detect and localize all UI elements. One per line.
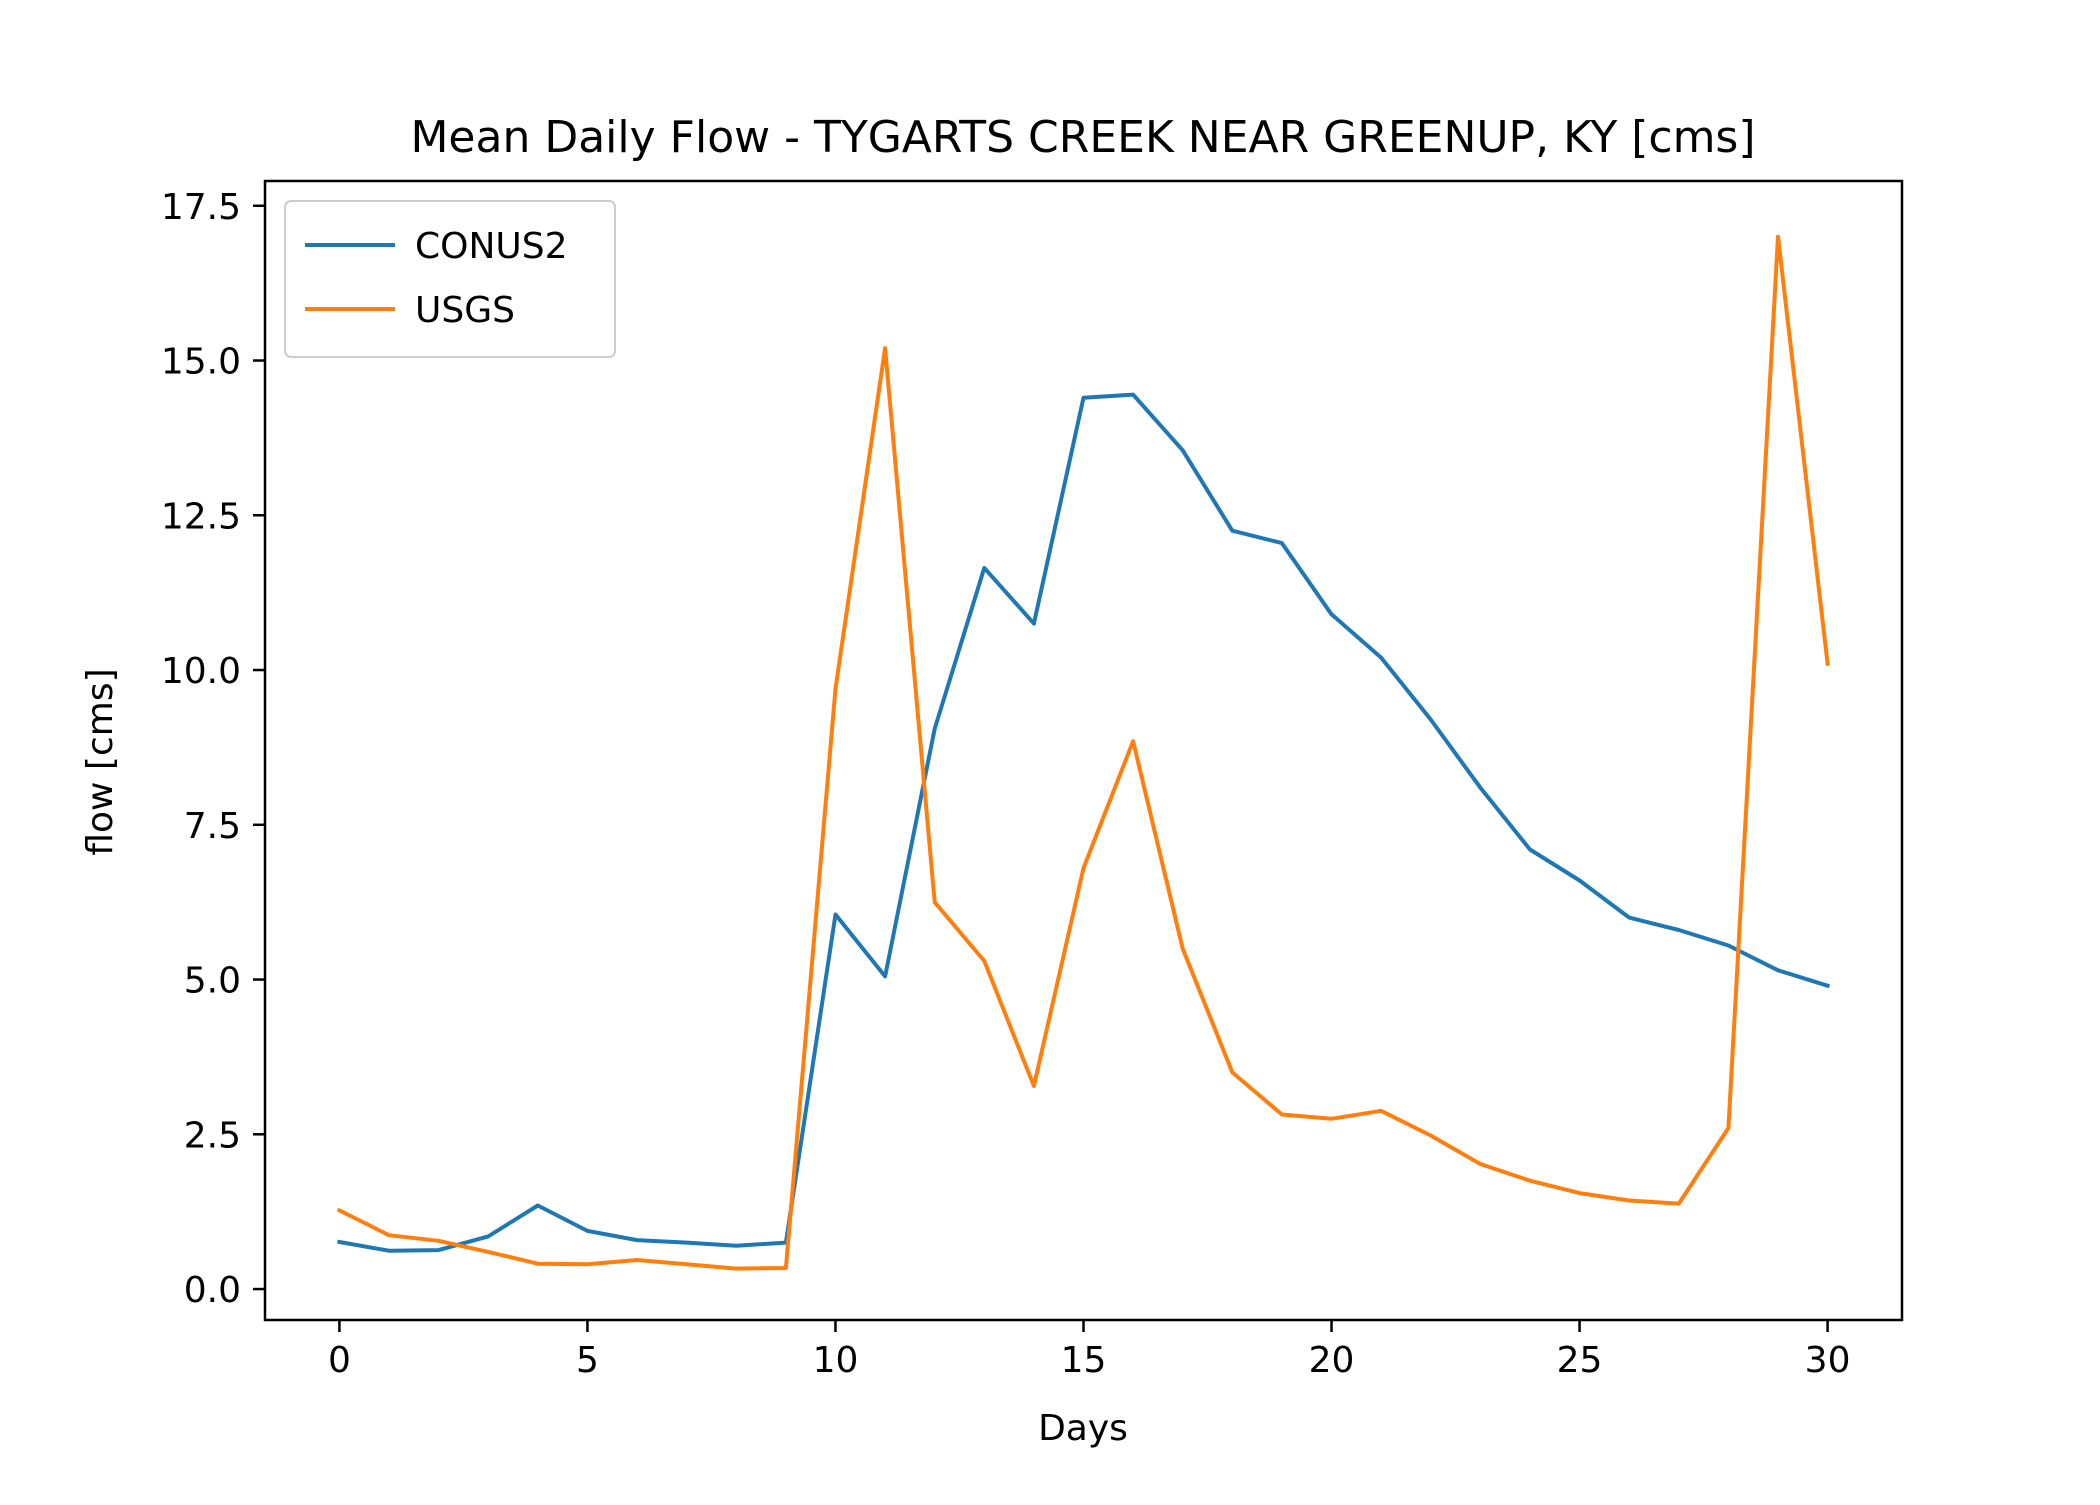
- y-tick-label: 5.0: [184, 961, 241, 1002]
- axes: 0 5 10 15 20 25 30 0.0 2.5 5.0 7.5 10.0 12.5 15.0 17.5: [161, 179, 1904, 1381]
- x-tick-label: 0: [328, 1340, 351, 1381]
- x-axis-label: Days: [1038, 1408, 1128, 1449]
- y-tick-label: 17.5: [161, 187, 241, 228]
- series-line-conus2: [337, 392, 1831, 1253]
- legend-label-usgs: USGS: [415, 290, 515, 331]
- legend-label-conus2: CONUS2: [415, 226, 568, 267]
- y-tick-label: 10.0: [161, 651, 241, 692]
- y-tick-label: 12.5: [161, 496, 241, 537]
- y-tick-label: 0.0: [184, 1270, 241, 1311]
- x-tick-label: 30: [1805, 1340, 1851, 1381]
- legend: CONUS2 USGS: [284, 200, 616, 358]
- y-axis-label: flow [cms]: [80, 668, 121, 855]
- series-line-usgs: [336, 234, 1830, 1271]
- x-tick-label: 10: [813, 1340, 859, 1381]
- x-tick-label: 5: [576, 1340, 599, 1381]
- plot-area: [336, 234, 1831, 1271]
- chart-title: Mean Daily Flow - TYGARTS CREEK NEAR GRE…: [410, 112, 1755, 163]
- x-tick-label: 20: [1309, 1340, 1355, 1381]
- x-tick-label: 25: [1557, 1340, 1603, 1381]
- legend-box: [284, 200, 616, 358]
- y-tick-label: 15.0: [161, 342, 241, 383]
- y-tick-label: 7.5: [184, 806, 241, 847]
- y-tick-label: 2.5: [184, 1115, 241, 1156]
- x-tick-label: 15: [1061, 1340, 1107, 1381]
